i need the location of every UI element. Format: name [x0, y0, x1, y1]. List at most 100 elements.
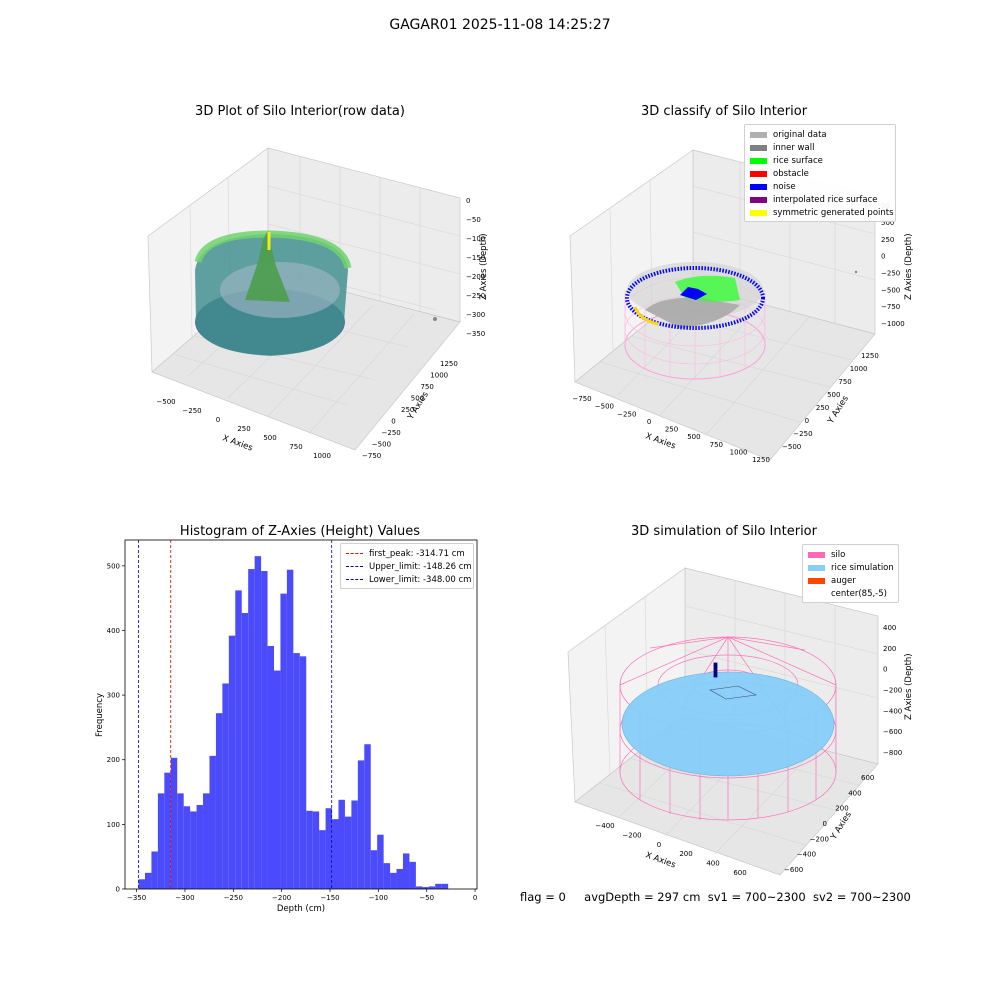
classify-z-ticks: 500 250 0 −250 −500 −750 −1000	[881, 219, 905, 328]
histogram-bar	[151, 851, 158, 889]
classify-z-tick-label: −1000	[881, 320, 905, 328]
histogram-bar	[144, 872, 152, 889]
histogram-bar	[306, 810, 313, 889]
raw-x-tick-label: −250	[182, 407, 201, 415]
raw-z-tick-label: −50	[466, 216, 481, 224]
simulation-legend-label: center(85,-5)	[831, 588, 887, 599]
simulation-x-tick-label: −400	[595, 822, 614, 830]
classify-symmetric-points-region	[633, 306, 659, 326]
raw-x-tick-label: 750	[289, 443, 302, 451]
histogram-bar	[241, 613, 249, 889]
figure-title: GAGAR01 2025-11-08 14:25:27	[389, 17, 611, 33]
histogram-bar	[344, 816, 352, 889]
histogram-vlines	[138, 540, 333, 889]
simulation-auger	[709, 662, 758, 700]
histogram-bar	[138, 879, 145, 889]
histogram-x-tick-label: −200	[272, 894, 291, 902]
histogram-legend-swatch	[346, 566, 363, 567]
histogram-bar	[261, 571, 268, 889]
histogram-bar	[357, 760, 365, 889]
classify-y-tick-label: 750	[838, 378, 851, 386]
histogram-legend-entry: Lower_limit: -348.00 cm	[346, 573, 471, 586]
raw-x-tick-label: 250	[237, 425, 250, 433]
histogram-bar	[409, 861, 416, 889]
classify-legend-label: inner wall	[773, 142, 815, 153]
histogram-bar	[273, 670, 281, 889]
simulation-legend: silo rice simulation auger center(85,-5)	[802, 544, 899, 603]
histogram-y-ticks: 0 100 200 300 400 500	[107, 562, 125, 894]
classify-x-tick-label: 250	[665, 426, 678, 434]
classify-legend-label: interpolated rice surface	[773, 194, 878, 205]
simulation-z-tick-label: −200	[883, 687, 902, 695]
histogram-bar	[203, 793, 210, 889]
classify-z-tick-label: 0	[881, 253, 885, 261]
classify-outlier-point	[854, 270, 858, 274]
classify-legend-swatch	[750, 131, 767, 138]
histogram-bar	[312, 811, 320, 889]
histogram-legend-label: first_peak: -314.71 cm	[369, 548, 465, 559]
raw-z-label: Z Axies (Depth)	[479, 233, 489, 300]
histogram-legend-swatch	[346, 553, 363, 554]
histogram-x-tick-label: −100	[369, 894, 388, 902]
classify-legend-swatch	[750, 196, 767, 203]
classify-z-tick-label: −750	[881, 303, 900, 311]
histogram-y-tick-label: 200	[107, 756, 120, 764]
histogram-bar	[435, 883, 442, 889]
simulation-z-tick-label: −400	[883, 707, 902, 715]
histogram-frame	[124, 539, 478, 890]
classify-y-tick-label: 250	[816, 404, 829, 412]
raw-x-tick-label: −500	[156, 398, 175, 406]
raw-y-tick-label: 250	[401, 406, 414, 414]
histogram-bar	[157, 793, 165, 889]
classify-legend-swatch	[750, 183, 767, 190]
simulation-y-tick-label: −600	[784, 866, 803, 874]
simulation-legend-swatch	[808, 577, 825, 584]
classify-y-tick-label: 0	[805, 417, 809, 425]
histogram-bar	[415, 886, 423, 889]
simulation-z-ticks: 400 200 0 −200 −400 −600 −800	[883, 624, 902, 757]
raw-y-tick-label: 750	[421, 383, 434, 391]
histogram-bar	[370, 850, 378, 889]
simulation-legend-label: silo	[831, 549, 846, 560]
histogram-legend-swatch	[346, 579, 363, 580]
classify-x-tick-label: 1000	[730, 448, 748, 456]
raw-y-tick-label: 500	[411, 395, 424, 403]
raw-x-tick-label: 500	[263, 434, 276, 442]
histogram-bar	[332, 819, 339, 889]
histogram-y-label: Frequency	[95, 693, 105, 737]
raw-z-tick-label: 0	[466, 197, 470, 205]
histogram-bar	[222, 683, 229, 889]
histogram-legend-entry: first_peak: -314.71 cm	[346, 547, 468, 560]
classify-legend-entry: noise	[750, 180, 890, 193]
sv1-text: sv1 = 700~2300	[707, 890, 806, 904]
classify-y-tick-label: −250	[793, 430, 812, 438]
avg-depth-text: avgDepth = 297 cm	[584, 890, 701, 904]
simulation-x-tick-label: 400	[706, 860, 719, 868]
simulation-y-tick-label: 200	[835, 805, 848, 813]
classify-noise-center	[680, 287, 707, 300]
histogram-x-tick-label: −50	[419, 894, 434, 902]
histogram-bar	[177, 793, 184, 889]
histogram-bar	[441, 883, 449, 889]
histogram-bar	[377, 834, 384, 889]
classify-x-tick-label: −750	[572, 395, 591, 403]
raw-z-tick-label: −300	[466, 311, 485, 319]
histogram-plot: −350 −300 −250 −200 −150 −100 −50 0 0 100 200 300 4…	[95, 539, 478, 914]
classify-x-ticks: −750 −500−250 0 250 500 750 1000 1250	[572, 395, 770, 464]
histogram-x-ticks: −350 −300 −250 −200 −150 −100 −50 0	[127, 889, 477, 902]
histogram-bar	[254, 556, 262, 889]
histogram-bar	[299, 656, 307, 889]
simulation-x-label: X Axies	[644, 850, 677, 870]
histogram-y-tick-label: 100	[107, 821, 120, 829]
histogram-x-label: Depth (cm)	[277, 904, 325, 914]
histogram-bar	[267, 645, 274, 889]
raw-x-tick-label: 0	[216, 416, 220, 424]
simulation-panel-title: 3D simulation of Silo Interior	[631, 524, 817, 539]
simulation-z-tick-label: 0	[883, 666, 887, 674]
classify-legend-label: rice surface	[773, 155, 823, 166]
histogram-legend-entry: Upper_limit: -148.26 cm	[346, 560, 472, 573]
classify-legend-entry: symmetric generated points	[750, 206, 894, 219]
histogram-panel-title: Histogram of Z-Axies (Height) Values	[179, 524, 421, 539]
simulation-legend-entry: center(85,-5)	[808, 587, 893, 600]
